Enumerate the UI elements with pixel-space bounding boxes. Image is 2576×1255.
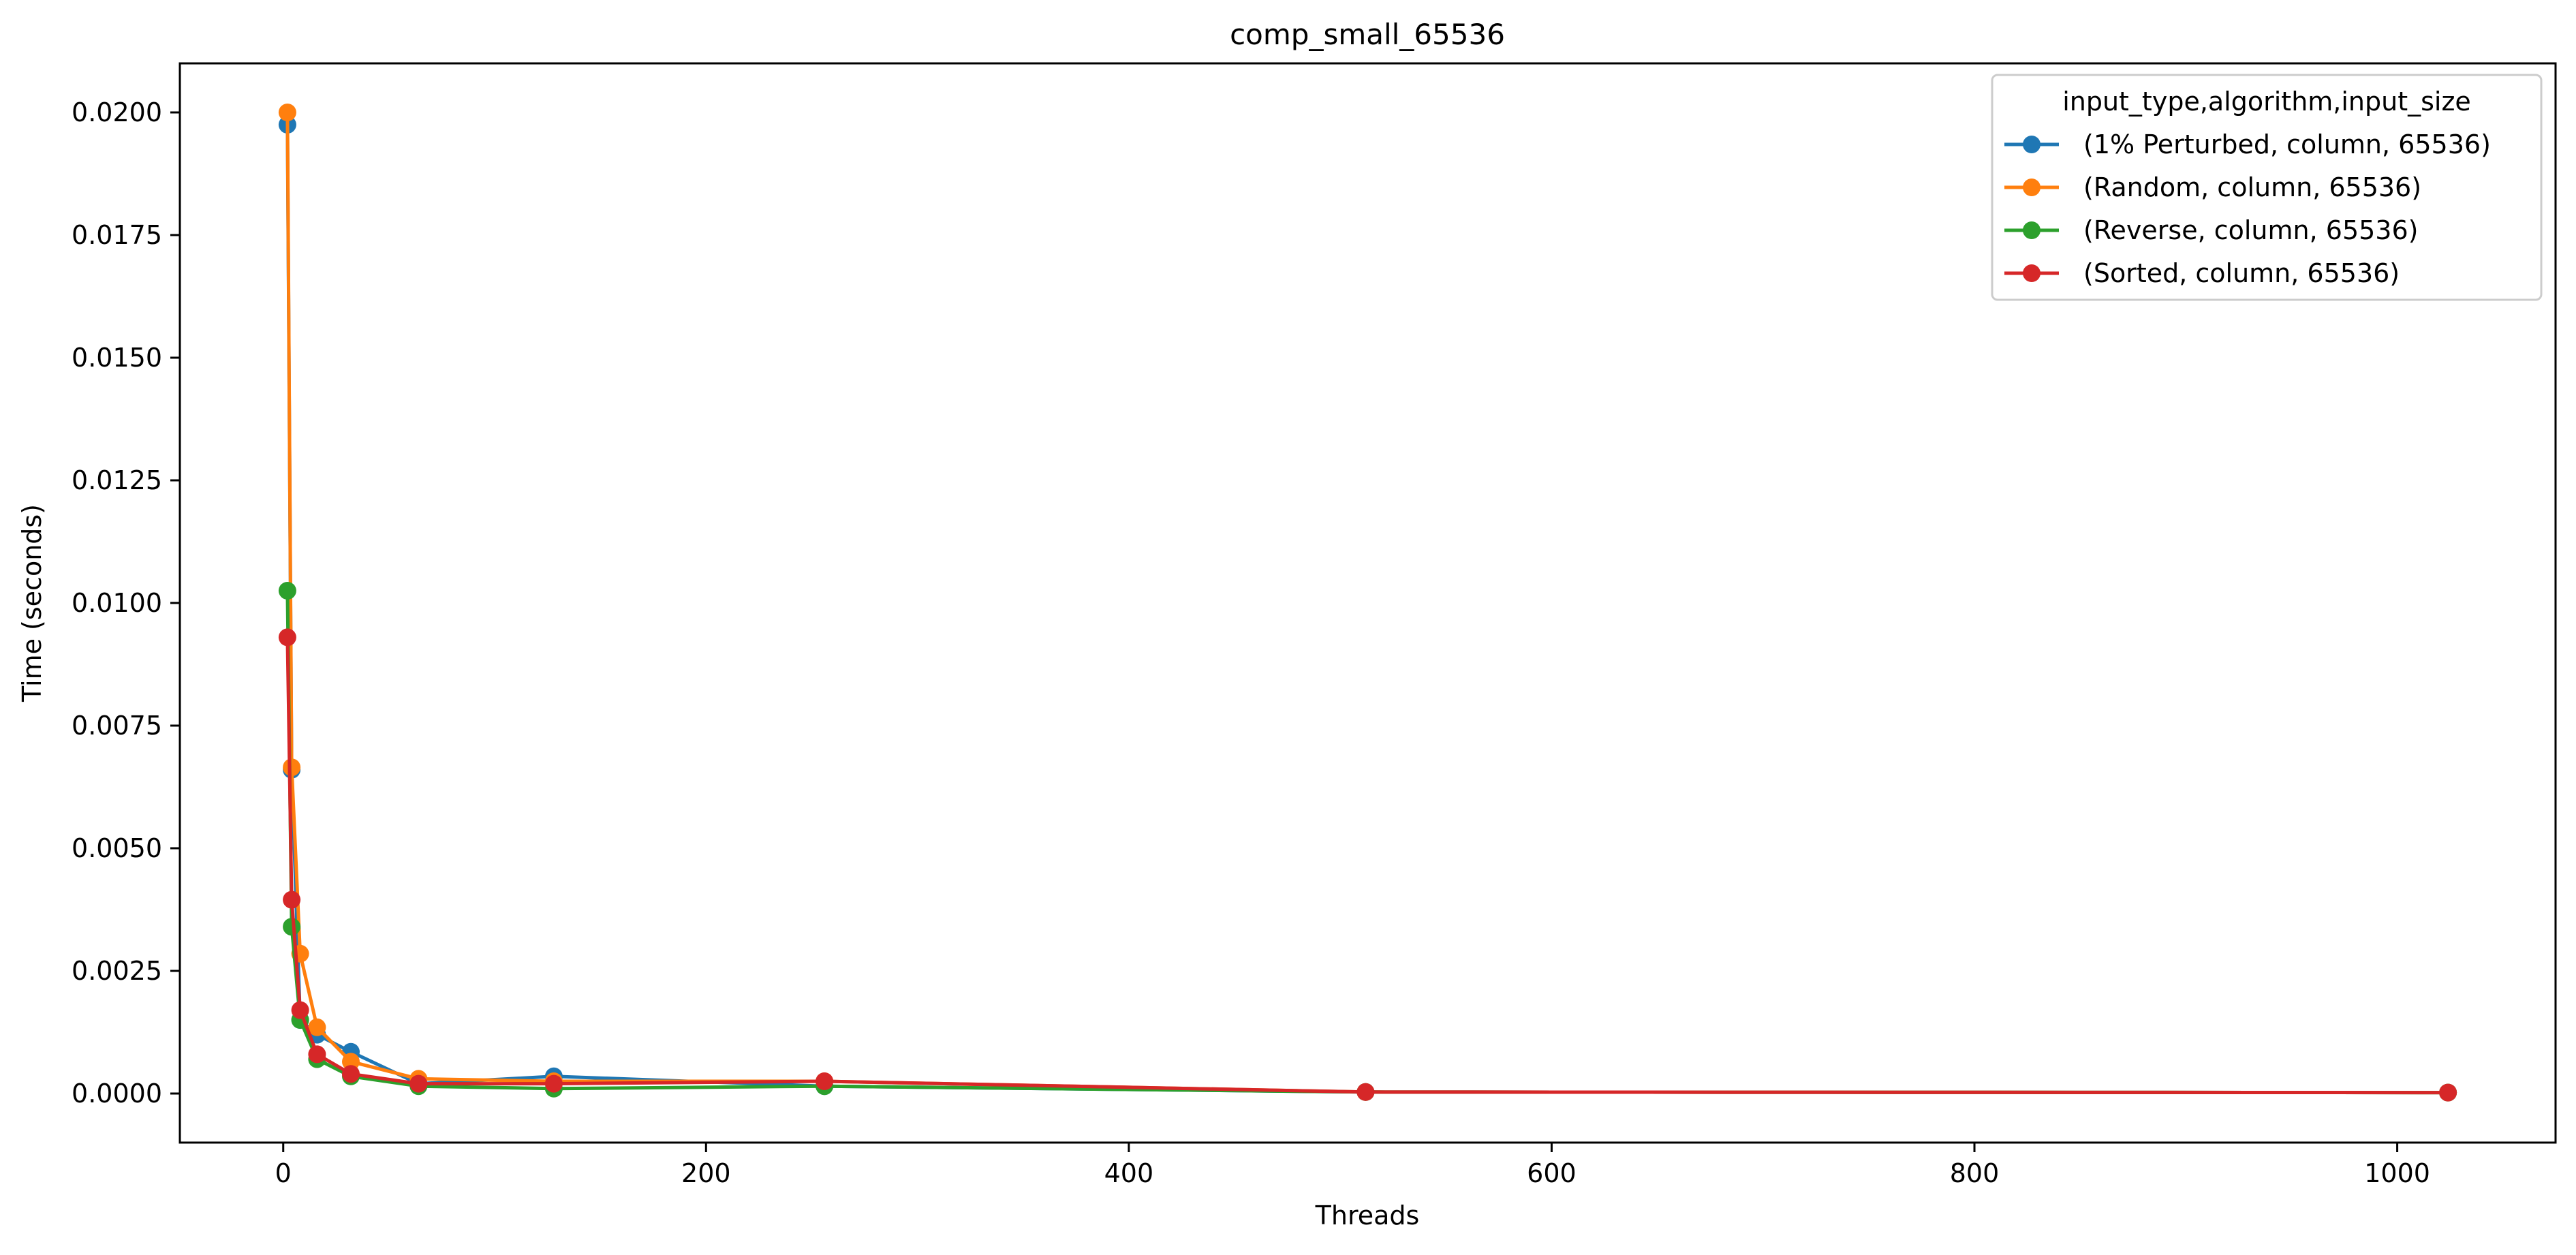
data-point	[278, 628, 296, 647]
legend-marker	[2023, 136, 2040, 153]
data-point	[308, 1045, 326, 1064]
data-point	[283, 758, 301, 777]
data-point	[291, 1001, 309, 1019]
x-tick-label: 800	[1950, 1158, 2000, 1188]
data-point	[308, 1018, 326, 1036]
chart-title: comp_small_65536	[1230, 18, 1505, 51]
data-point	[283, 918, 301, 936]
y-tick-label: 0.0200	[72, 97, 162, 127]
y-tick-label: 0.0000	[72, 1079, 162, 1109]
data-point	[342, 1053, 360, 1071]
y-axis-label: Time (seconds)	[17, 504, 47, 702]
y-tick-label: 0.0025	[72, 956, 162, 986]
plot-frame	[179, 62, 2557, 1144]
legend-entry: (Random, column, 65536)	[2004, 172, 2421, 202]
legend-label: (Reverse, column, 65536)	[2083, 215, 2418, 245]
x-tick-label: 600	[1527, 1158, 1577, 1188]
legend-label: (Sorted, column, 65536)	[2083, 258, 2400, 288]
legend-label: (Random, column, 65536)	[2083, 172, 2421, 202]
data-point	[1356, 1083, 1375, 1101]
data-point	[409, 1074, 428, 1093]
y-tick-label: 0.0050	[72, 833, 162, 863]
legend-entry: (Sorted, column, 65536)	[2004, 258, 2400, 288]
x-tick-label: 1000	[2364, 1158, 2430, 1188]
y-tick-label: 0.0175	[72, 220, 162, 250]
x-tick-label: 0	[275, 1158, 292, 1188]
y-tick-label: 0.0100	[72, 588, 162, 618]
legend-marker	[2023, 264, 2040, 282]
data-point	[2439, 1083, 2457, 1102]
x-tick-label: 400	[1104, 1158, 1154, 1188]
legend-entry: (1% Perturbed, column, 65536)	[2004, 129, 2491, 159]
data-point	[283, 890, 301, 909]
data-point	[342, 1065, 360, 1083]
data-point	[278, 582, 296, 600]
y-tick-label: 0.0125	[72, 465, 162, 495]
data-point	[816, 1072, 834, 1090]
data-point	[278, 104, 296, 121]
legend-label: (1% Perturbed, column, 65536)	[2083, 129, 2491, 159]
y-tick-label: 0.0150	[72, 343, 162, 373]
y-tick-label: 0.0075	[72, 711, 162, 741]
legend-entry: (Reverse, column, 65536)	[2004, 215, 2418, 245]
series-group	[278, 628, 2457, 1102]
legend: input_type,algorithm,input_size (1% Pert…	[1991, 74, 2543, 301]
legend-box	[1991, 74, 2543, 301]
series-line	[285, 635, 2450, 1095]
legend-marker	[2023, 221, 2040, 239]
x-tick-label: 200	[681, 1158, 731, 1188]
legend-marker	[2023, 179, 2040, 196]
legend-title: input_type,algorithm,input_size	[2062, 87, 2471, 117]
x-axis-label: Threads	[1315, 1200, 1420, 1230]
data-point	[544, 1074, 563, 1093]
